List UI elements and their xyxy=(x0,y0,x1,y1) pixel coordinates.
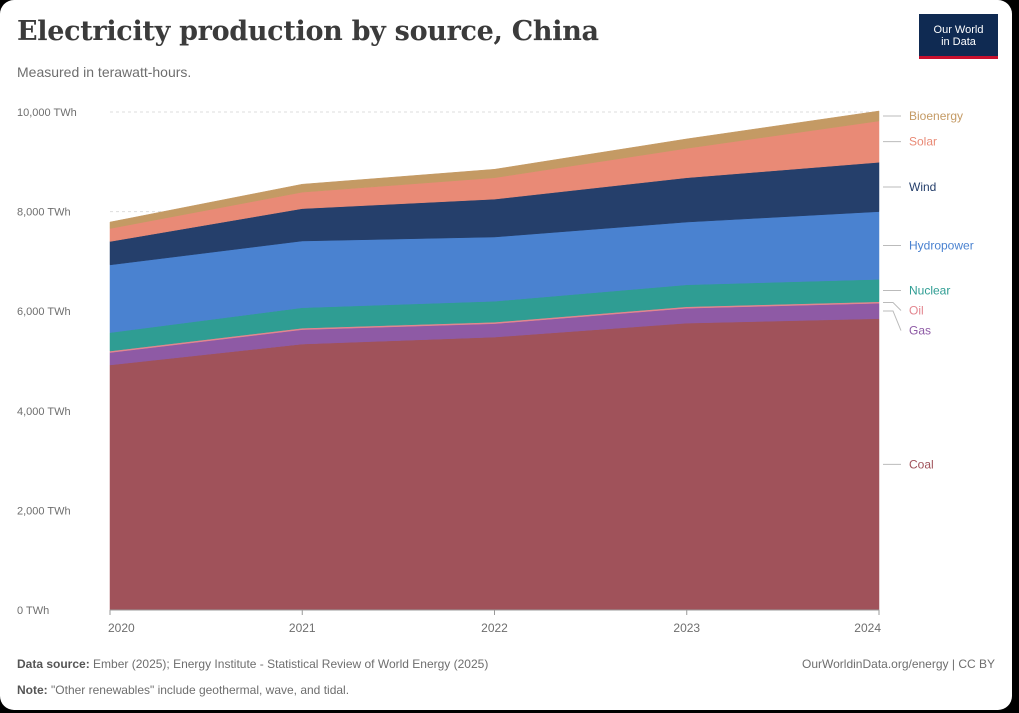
series-label-bioenergy: Bioenergy xyxy=(909,109,963,123)
owid-logo[interactable]: Our World in Data xyxy=(919,14,998,59)
x-tick-label: 2024 xyxy=(854,621,881,635)
note-label: Note: xyxy=(17,683,48,697)
y-tick-label: 0 TWh xyxy=(17,605,49,617)
label-connector xyxy=(883,310,902,331)
label-connector xyxy=(883,301,902,311)
series-label-gas: Gas xyxy=(909,324,931,338)
y-tick-label: 10,000 TWh xyxy=(17,107,77,119)
note-text: "Other renewables" include geothermal, w… xyxy=(51,683,350,697)
y-tick-label: 6,000 TWh xyxy=(17,306,71,318)
x-axis: 2020 2021 2022 2023 2024 xyxy=(108,609,881,635)
series-labels: Bioenergy Solar Wind Hydropower Nuclear Oil Ga… xyxy=(883,109,974,471)
x-tick-label: 2023 xyxy=(673,621,700,635)
series-label-wind: Wind xyxy=(909,180,936,194)
data-source-line: Data source: Ember (2025); Energy Instit… xyxy=(17,657,488,671)
data-source-text: Ember (2025); Energy Institute - Statist… xyxy=(93,657,489,671)
chart-title: Electricity production by source, China xyxy=(17,16,599,47)
series-area-coal xyxy=(109,318,880,611)
y-tick-label: 8,000 TWh xyxy=(17,207,71,219)
data-source-label: Data source: xyxy=(17,657,90,671)
series-label-hydropower: Hydropower xyxy=(909,238,974,252)
x-tick-label: 2020 xyxy=(108,621,135,635)
x-tick-label: 2021 xyxy=(289,621,316,635)
series-area-bioenergy xyxy=(109,110,880,229)
note-line: Note: "Other renewables" include geother… xyxy=(17,683,349,697)
chart-subtitle: Measured in terawatt-hours. xyxy=(17,64,192,80)
series-label-coal: Coal xyxy=(909,457,934,471)
series-label-oil: Oil xyxy=(909,304,924,318)
y-axis-ticks: 0 TWh 2,000 TWh 4,000 TWh 6,000 TWh 8,000 TW… xyxy=(17,107,77,617)
x-tick-label: 2022 xyxy=(481,621,508,635)
area-chart: 0 TWh 2,000 TWh 4,000 TWh 6,000 TWh 8,000 TW… xyxy=(17,107,974,635)
series-label-solar: Solar xyxy=(909,135,937,149)
logo-line-2: in Data xyxy=(941,36,976,48)
series-areas xyxy=(109,110,880,611)
series-label-nuclear: Nuclear xyxy=(909,284,950,298)
y-tick-label: 2,000 TWh xyxy=(17,505,71,517)
credit-link[interactable]: OurWorldinData.org/energy | CC BY xyxy=(802,657,995,671)
logo-line-1: Our World xyxy=(933,24,984,36)
y-tick-label: 4,000 TWh xyxy=(17,406,71,418)
